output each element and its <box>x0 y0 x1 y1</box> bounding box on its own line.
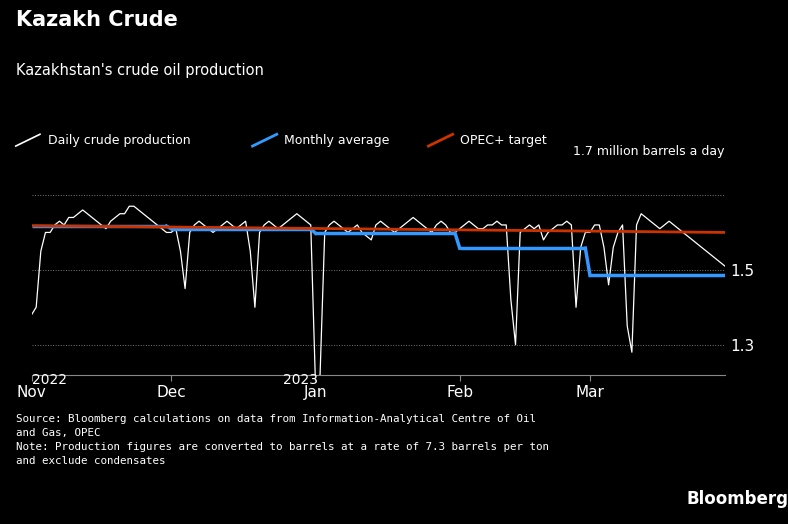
Text: Source: Bloomberg calculations on data from Information-Analytical Centre of Oil: Source: Bloomberg calculations on data f… <box>16 414 548 466</box>
Text: Kazakhstan's crude oil production: Kazakhstan's crude oil production <box>16 63 264 78</box>
Text: 2022: 2022 <box>32 373 66 387</box>
Text: 1.7 million barrels a day: 1.7 million barrels a day <box>574 145 725 158</box>
Text: OPEC+ target: OPEC+ target <box>460 134 547 147</box>
Text: Kazakh Crude: Kazakh Crude <box>16 10 177 30</box>
Text: 2023: 2023 <box>283 373 318 387</box>
Text: Monthly average: Monthly average <box>284 134 390 147</box>
Text: Bloomberg: Bloomberg <box>686 490 788 508</box>
Text: Daily crude production: Daily crude production <box>47 134 190 147</box>
